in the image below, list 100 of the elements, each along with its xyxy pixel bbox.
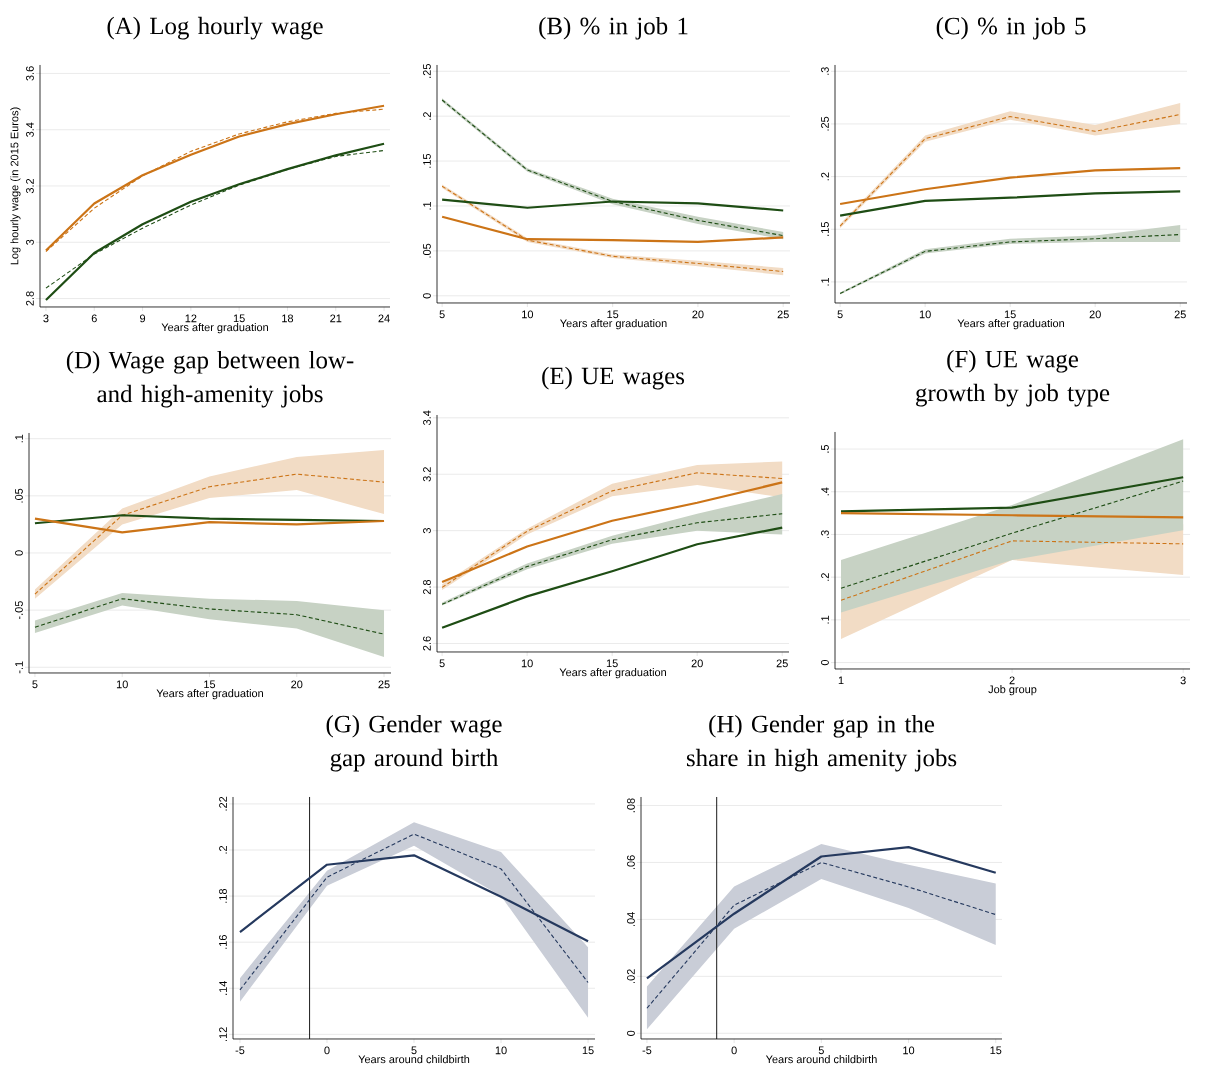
y-tick-label: .1 bbox=[821, 615, 829, 624]
y-tick-label: .14 bbox=[219, 980, 227, 995]
x-tick-label: 20 bbox=[692, 310, 704, 319]
x-tick-label: 15 bbox=[607, 310, 619, 319]
x-tick-label: 10 bbox=[919, 310, 931, 319]
line-series bbox=[839, 190, 1182, 217]
x-axis-title: Years around childbirth bbox=[765, 1055, 877, 1064]
line-series bbox=[34, 598, 385, 635]
x-tick-label: 25 bbox=[776, 659, 788, 668]
y-tick-label: .22 bbox=[219, 796, 227, 811]
y-tick-label: 3.2 bbox=[423, 467, 431, 482]
x-tick-label: 1 bbox=[838, 676, 844, 685]
y-tick-label: .3 bbox=[821, 67, 829, 75]
x-axis-title: Years around childbirth bbox=[358, 1055, 470, 1064]
x-tick-label: -5 bbox=[642, 1046, 652, 1055]
y-tick-label: .08 bbox=[627, 798, 635, 813]
y-tick-label: .04 bbox=[627, 912, 635, 927]
x-tick-label: 5 bbox=[837, 310, 843, 319]
y-tick-label: .2 bbox=[423, 112, 431, 120]
y-tick-label: 0 bbox=[423, 293, 431, 299]
y-tick-label: 0 bbox=[627, 1030, 635, 1036]
y-tick-label: .2 bbox=[821, 573, 829, 581]
x-tick-label: 2 bbox=[1009, 676, 1015, 685]
chart-title: (A) Log hourly wage bbox=[107, 16, 323, 40]
x-tick-label: 5 bbox=[439, 310, 445, 319]
x-tick-label: 5 bbox=[818, 1046, 824, 1055]
y-tick-label: .4 bbox=[821, 487, 829, 496]
y-tick-label: .15 bbox=[821, 222, 829, 236]
x-tick-label: 3 bbox=[43, 314, 49, 323]
x-tick-label: 0 bbox=[731, 1046, 737, 1055]
y-tick-label: 2.6 bbox=[423, 636, 431, 651]
line-series bbox=[239, 833, 589, 991]
chart-title: (G) Gender wage gap around birth bbox=[326, 714, 502, 772]
chart-title: (H) Gender gap in the share in high amenity jobs bbox=[686, 714, 957, 772]
x-tick-label: 12 bbox=[185, 314, 197, 323]
x-axis-title: Years after graduation bbox=[957, 319, 1064, 330]
y-tick-label: -.05 bbox=[15, 601, 23, 620]
line-series bbox=[34, 473, 385, 595]
y-tick-label: 3 bbox=[26, 239, 34, 245]
y-axis-title: Log hourly wage (in 2015 Euros) bbox=[10, 107, 21, 265]
y-tick-label: .2 bbox=[219, 845, 227, 854]
y-tick-label: 3.2 bbox=[26, 178, 34, 194]
y-tick-label: 3.4 bbox=[26, 122, 34, 137]
x-tick-label: 15 bbox=[233, 314, 245, 323]
x-tick-label: 20 bbox=[291, 680, 303, 689]
x-tick-label: 10 bbox=[116, 680, 128, 689]
x-axis-title: Job group bbox=[988, 685, 1037, 696]
x-tick-label: 3 bbox=[1180, 676, 1186, 685]
y-tick-label: 0 bbox=[15, 550, 23, 556]
y-tick-label: .25 bbox=[423, 64, 431, 78]
x-tick-label: -5 bbox=[235, 1046, 245, 1055]
x-tick-label: 25 bbox=[777, 310, 789, 319]
x-tick-label: 25 bbox=[378, 680, 390, 689]
x-tick-label: 5 bbox=[411, 1046, 417, 1055]
y-tick-label: .05 bbox=[15, 488, 23, 503]
x-tick-label: 18 bbox=[282, 314, 294, 323]
y-tick-label: -.1 bbox=[15, 661, 23, 674]
x-tick-label: 20 bbox=[1089, 310, 1101, 319]
x-axis-title: Years after graduation bbox=[559, 668, 666, 679]
x-axis-title: Years after graduation bbox=[156, 689, 263, 700]
y-tick-label: .1 bbox=[15, 434, 23, 443]
line-series bbox=[441, 513, 783, 605]
y-tick-label: .16 bbox=[219, 935, 227, 949]
y-tick-label: .3 bbox=[821, 530, 829, 539]
y-tick-label: .2 bbox=[821, 172, 829, 181]
x-tick-label: 25 bbox=[1174, 310, 1186, 319]
line-series bbox=[441, 526, 784, 629]
x-tick-label: 5 bbox=[439, 659, 445, 668]
x-axis-title: Years after graduation bbox=[161, 323, 268, 334]
y-tick-label: 3 bbox=[423, 528, 431, 534]
y-tick-label: .1 bbox=[423, 201, 431, 210]
y-tick-label: .06 bbox=[627, 855, 635, 870]
chart-title: (D) Wage gap between low- and high-amenity jobs bbox=[66, 350, 354, 408]
y-tick-label: 2.8 bbox=[423, 579, 431, 595]
chart-title: (E) UE wages bbox=[542, 366, 685, 390]
x-tick-label: 10 bbox=[495, 1046, 507, 1055]
x-tick-label: 15 bbox=[990, 1046, 1002, 1055]
y-tick-label: .25 bbox=[821, 116, 829, 131]
chart-title: (C) % in job 5 bbox=[936, 16, 1086, 40]
x-tick-label: 5 bbox=[32, 680, 38, 689]
chart-title: (F) UE wage growth by job type bbox=[916, 349, 1110, 407]
x-tick-label: 10 bbox=[522, 310, 534, 319]
x-tick-label: 0 bbox=[324, 1046, 330, 1055]
x-tick-label: 20 bbox=[691, 659, 703, 668]
chart-title: (B) % in job 1 bbox=[539, 16, 688, 40]
x-tick-label: 15 bbox=[582, 1046, 594, 1055]
y-tick-label: .18 bbox=[219, 888, 227, 903]
x-tick-label: 15 bbox=[204, 680, 216, 689]
y-tick-label: .15 bbox=[423, 153, 431, 168]
y-tick-label: .5 bbox=[821, 444, 829, 453]
y-tick-label: .1 bbox=[821, 277, 829, 286]
x-tick-label: 6 bbox=[91, 314, 97, 323]
x-tick-label: 10 bbox=[521, 659, 533, 668]
y-tick-label: .02 bbox=[627, 969, 635, 983]
x-tick-label: 9 bbox=[140, 314, 146, 323]
x-tick-label: 10 bbox=[903, 1046, 915, 1055]
y-tick-label: .12 bbox=[219, 1027, 227, 1041]
x-tick-label: 21 bbox=[330, 314, 342, 323]
y-tick-label: 2.8 bbox=[26, 291, 34, 306]
x-tick-label: 24 bbox=[378, 314, 390, 323]
